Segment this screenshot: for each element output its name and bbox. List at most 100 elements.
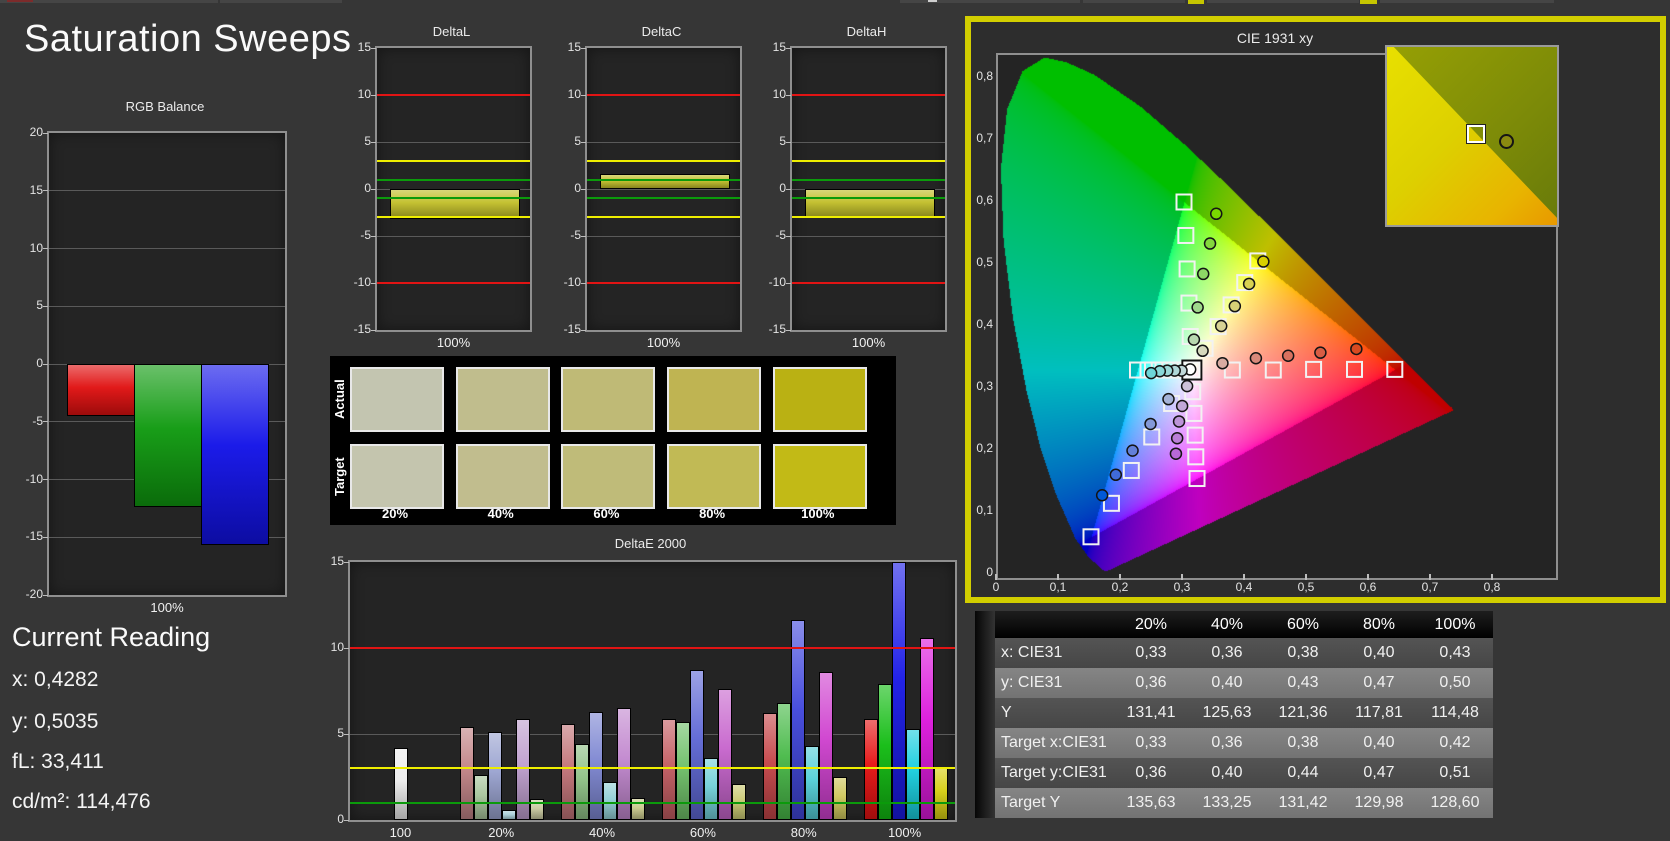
swatch-target-20% bbox=[350, 444, 444, 509]
table-row-label: y: CIE31 bbox=[1001, 674, 1063, 691]
cie-y-tick-label: 0,8 bbox=[976, 69, 993, 83]
table-value-cell: 0,33 bbox=[1135, 734, 1167, 751]
cie-x-tick-label: 0,6 bbox=[1359, 580, 1377, 594]
axis-tick-mark bbox=[581, 329, 586, 331]
table-row-handle bbox=[975, 668, 995, 698]
toolbar-fragment-yellow[interactable] bbox=[1360, 0, 1377, 4]
cie-y-tick-label: 0,5 bbox=[976, 255, 993, 269]
cie-1931-panel[interactable]: CIE 1931 xy 0 0,1 0,2 0,3 0,4 0,5 0,6 0,7 0,8 0 0,… bbox=[965, 16, 1666, 603]
table-row[interactable]: Target x:CIE31 0,33 0,36 0,38 0,40 0,42 bbox=[975, 728, 1493, 758]
axis-tick-mark bbox=[371, 188, 376, 190]
gridline bbox=[377, 235, 530, 237]
table-row-label: Target x:CIE31 bbox=[1001, 734, 1107, 751]
swatch-row-label: Target bbox=[332, 457, 347, 496]
table-row-handle bbox=[975, 758, 995, 788]
axis-tick-mark bbox=[43, 132, 48, 134]
delta-c-chart[interactable]: -15 -10 -5 0 5 10 15 100% bbox=[564, 40, 742, 350]
toolbar-fragment-yellow[interactable] bbox=[1188, 0, 1204, 4]
toolbar-fragment[interactable] bbox=[900, 0, 1080, 3]
delta-h-chart[interactable]: -15 -10 -5 0 5 10 15 100% bbox=[769, 40, 947, 350]
axis-tick-mark bbox=[581, 282, 586, 284]
limit-line bbox=[792, 216, 945, 219]
table-header-cell: 40% bbox=[1210, 616, 1244, 633]
table-header-cell: 20% bbox=[1134, 616, 1168, 633]
dc-plot-bar-deltaC bbox=[599, 173, 730, 189]
axis-tick-label: -5 bbox=[570, 228, 581, 242]
swatch-target-60% bbox=[561, 444, 656, 509]
axis-tick-label: -15 bbox=[353, 322, 371, 336]
swatch-target-100% bbox=[772, 444, 867, 509]
table-value-cell: 129,98 bbox=[1354, 794, 1404, 811]
toolbar-fragment[interactable] bbox=[0, 0, 218, 3]
table-value-cell: 131,42 bbox=[1278, 794, 1328, 811]
axis-tick-label: -10 bbox=[563, 275, 581, 289]
cie-y-tick-label: 0,6 bbox=[976, 193, 993, 207]
axis-tick-mark bbox=[43, 536, 48, 538]
table-row[interactable]: y: CIE31 0,36 0,40 0,43 0,47 0,50 bbox=[975, 668, 1493, 698]
de-plot-bar-yellow bbox=[933, 766, 948, 820]
table-value-cell: 0,47 bbox=[1363, 674, 1395, 691]
current-reading-heading: Current Reading bbox=[12, 622, 211, 652]
gridline bbox=[587, 141, 740, 143]
axis-tick-mark bbox=[371, 329, 376, 331]
toolbar-fragment[interactable] bbox=[220, 0, 342, 3]
axis-tick-mark bbox=[344, 819, 349, 821]
axis-tick-label: 20 bbox=[29, 125, 43, 139]
toolbar-fragment[interactable] bbox=[1380, 0, 1554, 3]
rgb-balance-chart[interactable]: -20 -15 -10 -5 0 5 10 15 20 100% bbox=[26, 125, 287, 615]
table-row-label: Y bbox=[1001, 704, 1012, 721]
cie-x-tick-label: 0,4 bbox=[1235, 580, 1253, 594]
delta-e-title: DeltaE 2000 bbox=[614, 536, 687, 551]
de-plot-bar-cyan bbox=[603, 782, 618, 820]
axis-tick-label: -15 bbox=[563, 322, 581, 336]
axis-tick-mark bbox=[786, 47, 791, 49]
cie-x-tick-mark bbox=[1119, 574, 1121, 580]
delta-e-2000-chart[interactable]: 0 5 10 15 100 20% 40% 60% 80% 100% bbox=[331, 554, 957, 840]
toolbar-fragment[interactable] bbox=[1083, 0, 1185, 3]
cie-x-tick-label: 0,1 bbox=[1049, 580, 1067, 594]
axis-tick-label: -5 bbox=[32, 413, 43, 428]
cie-y-tick-label: 0 bbox=[986, 565, 993, 579]
gridline bbox=[792, 235, 945, 237]
axis-tick-mark bbox=[371, 47, 376, 49]
table-row[interactable]: Y 131,41 125,63 121,36 117,81 114,48 bbox=[975, 698, 1493, 728]
delta-l-chart[interactable]: -15 -10 -5 0 5 10 15 100% bbox=[354, 40, 532, 350]
table-value-cell: 117,81 bbox=[1355, 704, 1403, 721]
table-value-cell: 135,63 bbox=[1126, 794, 1176, 811]
cie-x-tick-mark bbox=[1305, 574, 1307, 580]
axis-tick-mark bbox=[344, 647, 349, 649]
table-value-cell: 0,43 bbox=[1287, 674, 1319, 691]
axis-tick-label: -10 bbox=[25, 471, 43, 486]
swatch-target-40% bbox=[455, 444, 550, 509]
axis-tick-mark bbox=[344, 561, 349, 563]
axis-tick-mark bbox=[581, 94, 586, 96]
limit-line bbox=[587, 216, 740, 219]
de-plot-bar-magenta bbox=[818, 672, 833, 820]
limit-line bbox=[350, 767, 955, 770]
actual-target-swatch-panel[interactable]: Actual Target 20% 40% 60% 80% 100% bbox=[330, 356, 896, 525]
cie-inset-measured-marker bbox=[1499, 134, 1515, 150]
x-axis-group-label: 80% bbox=[790, 825, 817, 840]
de-plot-bar-yellow bbox=[832, 777, 847, 820]
limit-line bbox=[587, 197, 740, 200]
cie-zoom-inset bbox=[1385, 45, 1559, 227]
axis-tick-label: -5 bbox=[775, 228, 786, 242]
cie-x-tick-mark bbox=[1181, 574, 1183, 580]
toolbar-fragment-red[interactable] bbox=[7, 0, 33, 2]
de-plot-bar-blue bbox=[891, 562, 906, 820]
cie-y-tick-label: 0,1 bbox=[976, 503, 993, 517]
rgb-balance-title: RGB Balance bbox=[125, 99, 205, 114]
axis-tick-label: 10 bbox=[29, 240, 43, 255]
table-row[interactable]: Target Y 135,63 133,25 131,42 129,98 128,60 bbox=[975, 788, 1493, 818]
table-value-cell: 125,63 bbox=[1202, 704, 1252, 721]
limit-line bbox=[350, 801, 955, 804]
table-value-cell: 133,25 bbox=[1202, 794, 1252, 811]
axis-tick-mark bbox=[786, 235, 791, 237]
axis-tick-mark bbox=[43, 190, 48, 192]
de-plot-bar-cyan bbox=[804, 746, 819, 820]
table-row[interactable]: x: CIE31 0,33 0,36 0,38 0,40 0,43 bbox=[975, 638, 1493, 668]
table-row[interactable]: Target y:CIE31 0,36 0,40 0,44 0,47 0,51 bbox=[975, 758, 1493, 788]
toolbar-fragment[interactable] bbox=[1207, 0, 1359, 3]
cie-y-tick-label: 0,7 bbox=[976, 131, 993, 145]
